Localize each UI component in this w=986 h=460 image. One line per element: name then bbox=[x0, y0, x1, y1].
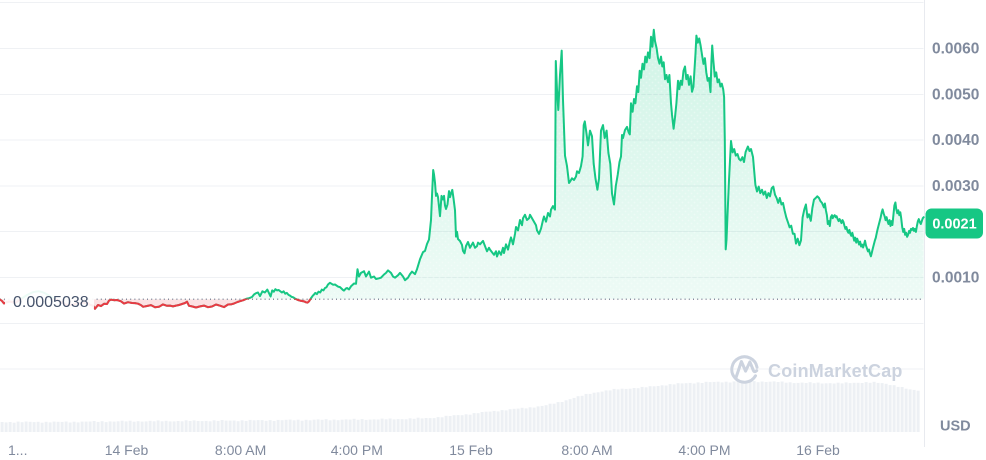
svg-text:8:00 AM: 8:00 AM bbox=[215, 442, 266, 458]
svg-text:1...: 1... bbox=[8, 442, 27, 458]
svg-text:8:00 AM: 8:00 AM bbox=[561, 442, 612, 458]
svg-text:4:00 PM: 4:00 PM bbox=[331, 442, 383, 458]
svg-text:15 Feb: 15 Feb bbox=[449, 442, 493, 458]
svg-text:0.0060: 0.0060 bbox=[932, 41, 979, 58]
svg-text:0.0030: 0.0030 bbox=[932, 178, 979, 195]
svg-text:16 Feb: 16 Feb bbox=[796, 442, 840, 458]
svg-text:USD: USD bbox=[940, 419, 971, 435]
svg-text:0.0010: 0.0010 bbox=[932, 270, 979, 287]
svg-text:14 Feb: 14 Feb bbox=[105, 442, 149, 458]
svg-text:0.0050: 0.0050 bbox=[932, 86, 979, 103]
svg-text:0.0040: 0.0040 bbox=[932, 132, 979, 149]
svg-text:0.0005038: 0.0005038 bbox=[13, 294, 89, 311]
svg-text:4:00 PM: 4:00 PM bbox=[678, 442, 730, 458]
svg-text:0.0021: 0.0021 bbox=[932, 217, 976, 233]
svg-text:CoinMarketCap: CoinMarketCap bbox=[768, 361, 903, 381]
